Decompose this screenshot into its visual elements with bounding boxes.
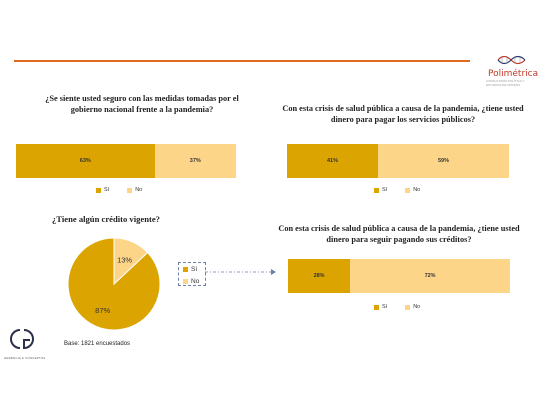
pie-connector-box (178, 262, 206, 286)
chart-2-label-si: 41% (327, 158, 339, 164)
chart-1-bar-no: 37% (154, 144, 236, 178)
chart-4-title: Con esta crisis de salud pública a causa… (278, 224, 520, 244)
gc-logo-icon (10, 329, 34, 350)
chart-1-bar-si: 63% (16, 144, 155, 178)
chart-1-legend: Sí No (96, 187, 142, 193)
legend-no-swatch (405, 187, 411, 193)
legend-item-no: No (183, 278, 199, 285)
chart-1-label-si: 63% (79, 158, 91, 164)
chart-1-bar: 63% 37% (16, 144, 236, 178)
legend-si-label: Sí (191, 266, 198, 273)
chart-4-bar-no: 72% (350, 259, 510, 293)
legend-no-label: No (135, 187, 143, 193)
legend-no-swatch (127, 187, 133, 193)
chart-2-bar-no: 59% (378, 144, 509, 178)
chart-2-bar-si: 41% (287, 144, 379, 178)
chart-4-label-si: 28% (313, 273, 325, 279)
pie-label-si: 87% (95, 306, 110, 315)
chart-3-title: ¿Tiene algún crédito vigente? (52, 214, 160, 224)
legend-no-label: No (413, 304, 421, 310)
chart-3-pie: 87% 13% (67, 237, 161, 331)
legend-si-label: Sí (382, 187, 388, 193)
chart-4-label-no: 72% (424, 273, 436, 279)
chart-1-title: ¿Se siente usted seguro con las medidas … (45, 94, 239, 114)
chart-4-legend: Sí No (374, 304, 420, 310)
legend-si-label: Sí (104, 187, 110, 193)
pie-label-no: 13% (117, 256, 132, 265)
legend-no-label: No (413, 187, 421, 193)
brand-tagline: CONSULTORÍA POLÍTICA Y ESTUDIOS DE OPINI… (486, 79, 525, 87)
legend-si-swatch (183, 267, 188, 272)
chart-3-legend: Sí No (183, 266, 199, 285)
chart-1-label-no: 37% (189, 158, 201, 164)
connector-arrow-icon (205, 269, 276, 275)
legend-si-swatch (374, 304, 379, 310)
chart-4-bar: 28% 72% (288, 259, 510, 293)
dna-logo-icon (497, 55, 526, 65)
chart-4-bar-si: 28% (288, 259, 351, 293)
legend-si-swatch (374, 187, 379, 193)
pie-slice-no (113, 237, 149, 286)
legend-no-swatch (183, 279, 188, 284)
footer-logo-subtitle: GERENCIA & CONCEPTOS (4, 356, 46, 360)
legend-si-swatch (96, 187, 101, 193)
legend-no-swatch (405, 304, 411, 310)
legend-si-label: Sí (382, 304, 388, 310)
legend-no-label: No (191, 278, 200, 285)
brand-name: Polimétrica (488, 69, 539, 79)
legend-item-si: Sí (183, 266, 197, 273)
chart-2-title: Con esta crisis de salud pública a causa… (282, 104, 524, 124)
base-note: Base: 1821 encuestados (64, 341, 131, 347)
chart-2-label-no: 59% (437, 158, 449, 164)
chart-2-legend: Sí No (374, 187, 420, 193)
chart-2-bar: 41% 59% (287, 144, 509, 178)
header-rule (14, 60, 470, 62)
